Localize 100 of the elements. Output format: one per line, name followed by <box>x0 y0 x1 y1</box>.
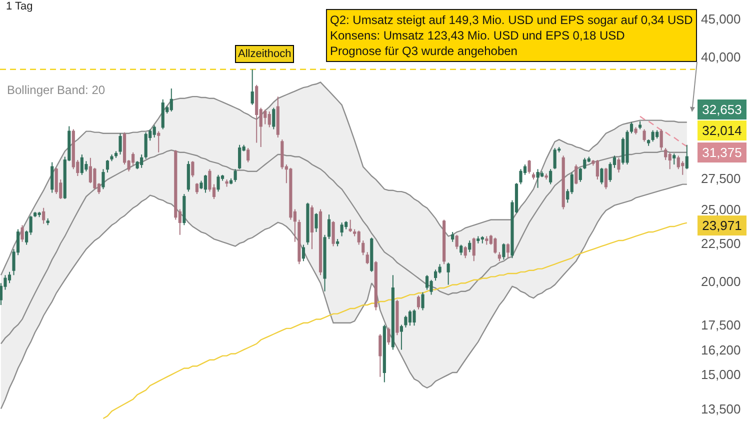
y-tick-label: 45,000 <box>701 11 741 26</box>
candlestick <box>562 155 565 210</box>
y-tick-label: 25,000 <box>701 202 741 217</box>
candlestick <box>464 246 467 259</box>
candlestick <box>118 132 122 156</box>
candlestick <box>50 162 54 194</box>
candlestick <box>362 240 365 256</box>
candlestick <box>430 279 433 296</box>
candlestick <box>544 173 548 180</box>
candlestick <box>553 148 556 170</box>
candlestick <box>519 168 522 185</box>
candlestick <box>391 274 394 350</box>
data-label: 23,971 <box>702 218 742 233</box>
candlestick <box>651 130 654 142</box>
candlestick <box>310 204 314 250</box>
line-series <box>0 184 688 410</box>
candlestick <box>574 164 578 185</box>
candlestick <box>332 220 335 247</box>
candlestick <box>318 208 322 276</box>
candlestick <box>528 160 531 174</box>
candlestick <box>230 178 233 185</box>
candlestick <box>216 174 220 192</box>
y-tick-label: 20,000 <box>701 274 741 290</box>
candlestick <box>370 237 374 272</box>
candlestick <box>250 68 254 106</box>
candlestick <box>323 234 326 292</box>
candlestick <box>600 167 604 185</box>
y-tick-label: 16,200 <box>701 342 741 358</box>
candlestick <box>660 128 663 151</box>
candlestick <box>157 130 160 153</box>
candlestick <box>536 168 540 188</box>
annotation: Q2: Umsatz steigt auf 149,3 Mio. USD und EPS sogar auf 0,34 USD Konsens: Umsatz 123,43 Mio. USD und EPS 0,18 USD Prognose für Q3 wurde angehoben <box>330 13 694 58</box>
y-tick-label: 17,500 <box>701 317 741 332</box>
candlestick <box>476 236 480 244</box>
candlestick <box>494 237 497 254</box>
candlestick <box>366 252 369 265</box>
candlestick <box>140 154 144 168</box>
candlestick <box>20 224 24 242</box>
y-tick-label: 15,000 <box>701 367 741 382</box>
candlestick <box>480 236 484 244</box>
candlestick <box>306 202 310 246</box>
candlestick <box>114 150 118 158</box>
candlestick <box>204 174 208 194</box>
candlestick <box>647 139 650 146</box>
candlestick <box>255 84 258 144</box>
candlestick <box>672 152 676 166</box>
candlestick <box>34 211 37 218</box>
candlestick <box>642 128 646 142</box>
candlestick <box>425 274 429 290</box>
candlestick <box>604 167 608 190</box>
candlestick <box>225 179 228 188</box>
candlestick <box>387 327 390 346</box>
candlestick <box>42 207 46 224</box>
candlestick <box>468 240 472 253</box>
candlestick <box>583 157 586 170</box>
candlestick <box>396 299 399 336</box>
candlestick <box>460 244 463 256</box>
candlestick <box>336 238 340 247</box>
candlestick <box>340 222 344 237</box>
candlestick <box>400 324 403 350</box>
candlestick <box>182 194 186 226</box>
candlestick <box>446 262 450 286</box>
candlestick <box>246 148 250 163</box>
candlestick <box>472 237 476 262</box>
candlestick <box>485 236 488 246</box>
text: 32,653 <box>702 102 742 117</box>
candlestick <box>685 144 688 170</box>
candlestick <box>106 160 110 174</box>
candlestick <box>327 214 331 240</box>
candlestick <box>549 168 552 185</box>
candlestick <box>656 130 659 140</box>
candlestick <box>626 130 629 166</box>
candlestick <box>234 168 237 182</box>
candlestick <box>374 260 378 311</box>
candlestick <box>314 212 318 233</box>
candlestick <box>668 152 672 170</box>
candlestick <box>161 98 164 130</box>
candlestick <box>502 242 506 260</box>
line-series <box>639 116 688 148</box>
candlestick <box>412 308 416 326</box>
candlestick <box>195 182 198 195</box>
candlestick <box>348 219 352 233</box>
candlestick <box>630 122 634 134</box>
ref-line-label: Allzeithoch <box>238 48 292 60</box>
candlestick <box>378 334 382 378</box>
candlestick <box>152 124 156 138</box>
line-series <box>0 150 688 344</box>
candlestick <box>80 154 84 176</box>
candlestick <box>578 167 582 182</box>
candlestick <box>416 295 420 310</box>
candlestick <box>46 218 50 226</box>
candlestick <box>634 126 638 135</box>
candlestick <box>38 211 41 218</box>
text: 32,014 <box>702 123 742 138</box>
line-series <box>102 222 688 420</box>
candlestick <box>186 160 190 192</box>
candlestick <box>268 111 271 128</box>
text: 31,375 <box>702 145 742 160</box>
chart-title: 1 Tag <box>6 0 33 13</box>
candlestick <box>638 120 642 130</box>
